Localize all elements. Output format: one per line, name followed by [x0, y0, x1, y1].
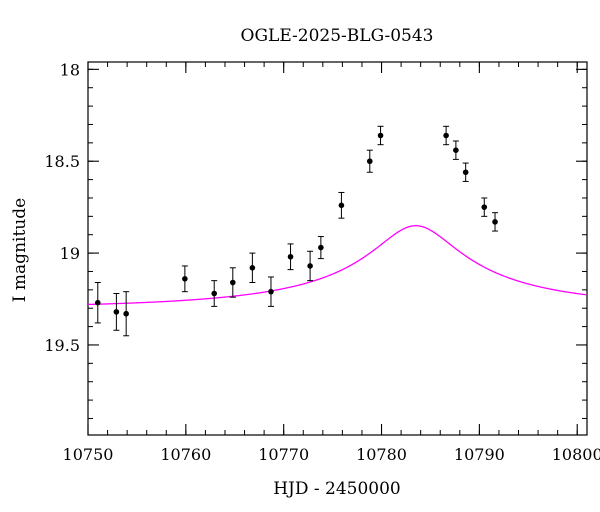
data-point	[462, 169, 469, 176]
data-point	[453, 147, 459, 153]
x-tick-label: 10790	[454, 445, 505, 464]
y-tick-label: 18	[60, 60, 80, 79]
x-tick-label: 10800	[552, 445, 600, 464]
data-point	[94, 299, 101, 306]
x-tick-label: 10760	[160, 445, 211, 464]
data-point	[113, 309, 120, 315]
data-point	[268, 288, 274, 295]
data-point	[492, 219, 498, 225]
y-tick-label: 19	[60, 244, 80, 263]
data-point	[366, 158, 373, 165]
plot-frame	[87, 61, 588, 436]
data-point	[230, 279, 236, 286]
chart-title: OGLE-2025-BLG-0543	[241, 26, 434, 46]
model-curve	[87, 225, 587, 306]
y-tick-label: 18.5	[44, 152, 80, 171]
x-tick-label: 10770	[258, 445, 309, 464]
y-axis-label: I magnitude	[10, 198, 30, 302]
data-point	[123, 310, 129, 317]
y-tick-label: 19.5	[44, 336, 80, 355]
data-point	[377, 132, 384, 139]
data-point	[443, 132, 449, 139]
x-axis-label: HJD - 2450000	[273, 479, 401, 499]
x-tick-label: 10750	[63, 445, 114, 464]
data-point	[287, 253, 294, 260]
data-point	[211, 290, 218, 297]
data-point	[307, 263, 313, 269]
data-point	[338, 202, 345, 209]
data-point	[182, 276, 188, 282]
x-tick-label: 10780	[356, 445, 407, 464]
data-point	[481, 204, 488, 210]
data-point	[249, 264, 256, 271]
plot-area: 10750 10760 10770 10780 10790 10800 18 18.5 19 19…	[44, 60, 600, 464]
data-point	[318, 244, 324, 251]
